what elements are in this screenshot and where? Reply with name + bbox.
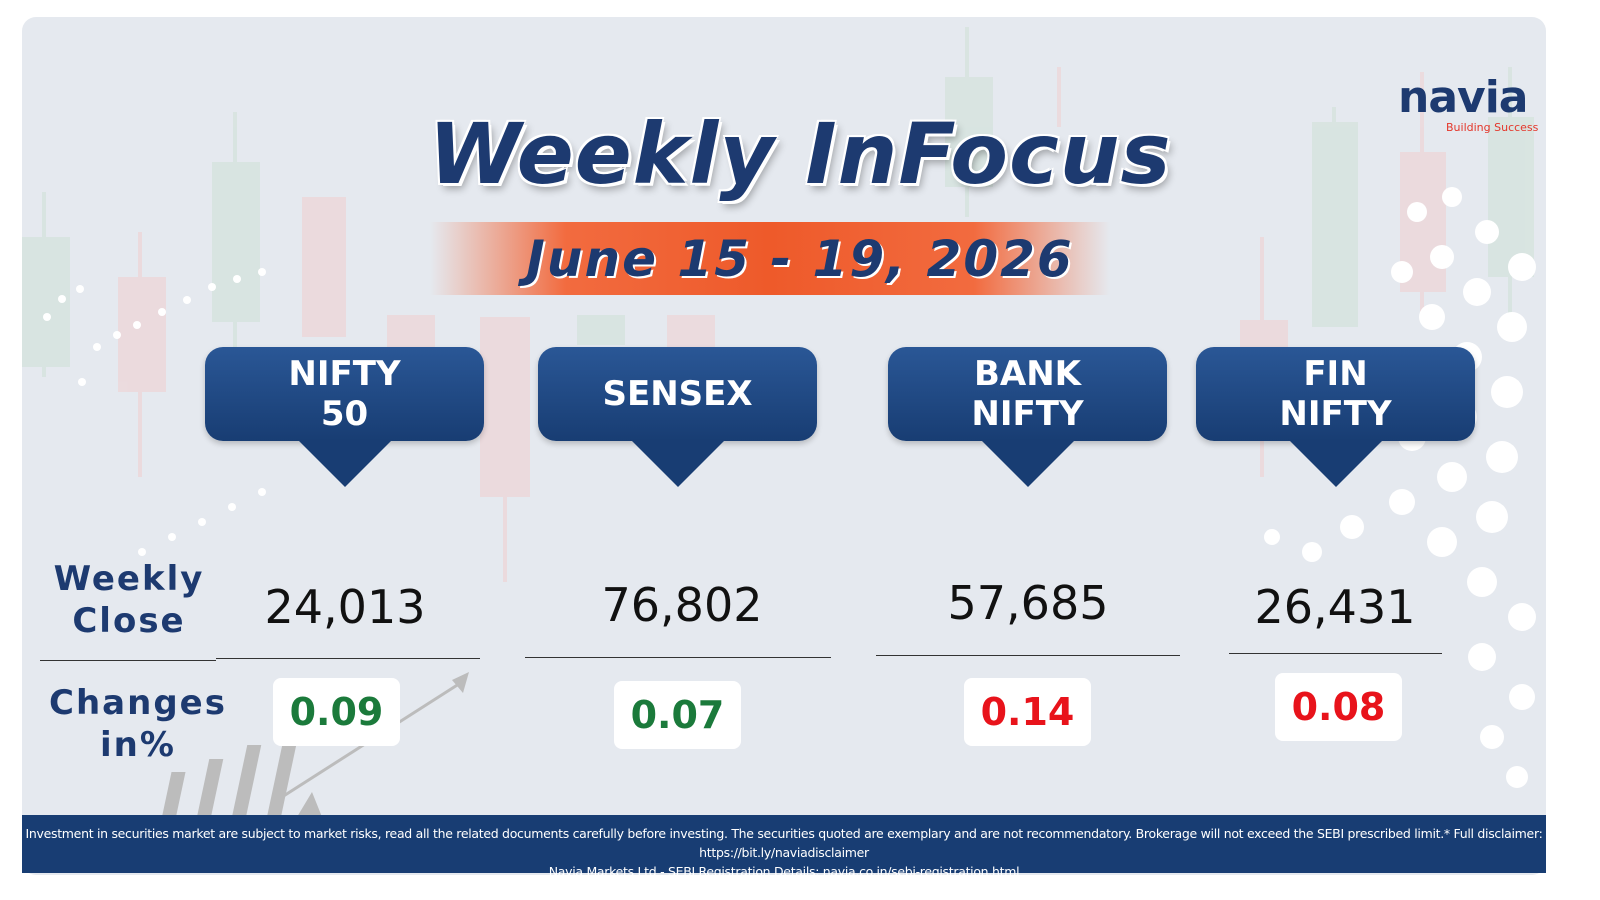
footer: Investment in securities market are subj… <box>22 815 1546 879</box>
index-tab: FIN NIFTY <box>1196 347 1475 441</box>
pointer <box>297 439 393 487</box>
logo: navia <box>1398 72 1528 123</box>
disclaimer: Investment in securities market are subj… <box>25 826 1543 860</box>
index-name: SENSEX <box>602 374 753 414</box>
growth-icon <box>161 672 469 817</box>
date-band <box>430 222 1110 295</box>
change-value: 0.08 <box>1275 673 1402 741</box>
index-name: FIN NIFTY <box>1279 354 1392 434</box>
registration: Navia Markets Ltd - SEBI Registration De… <box>548 864 1020 879</box>
pointer <box>1288 439 1384 487</box>
pointer <box>630 439 726 487</box>
row-label: Weekly Close <box>53 559 205 641</box>
index-name: NIFTY 50 <box>288 354 401 434</box>
change-value: 0.09 <box>273 678 400 746</box>
change-value: 0.07 <box>614 681 741 749</box>
title: Weekly InFocus <box>428 105 1172 203</box>
rule <box>1229 653 1442 654</box>
close-value: 57,685 <box>947 576 1109 630</box>
close-value: 26,431 <box>1254 580 1416 634</box>
index-tab: BANK NIFTY <box>888 347 1167 441</box>
rule <box>40 660 216 661</box>
change-value: 0.14 <box>964 678 1091 746</box>
row-label: Changes in% <box>49 683 227 765</box>
index-tab: NIFTY 50 <box>205 347 484 441</box>
rule <box>876 655 1180 656</box>
close-value: 24,013 <box>264 580 426 634</box>
index-name: BANK NIFTY <box>971 354 1084 434</box>
pointer <box>980 439 1076 487</box>
date: June 15 - 19, 2026 <box>526 230 1074 288</box>
index-tab: SENSEX <box>538 347 817 441</box>
close-value: 76,802 <box>601 578 763 632</box>
rule <box>216 658 480 659</box>
rule <box>525 657 831 658</box>
tagline: Building Success <box>1446 121 1539 134</box>
